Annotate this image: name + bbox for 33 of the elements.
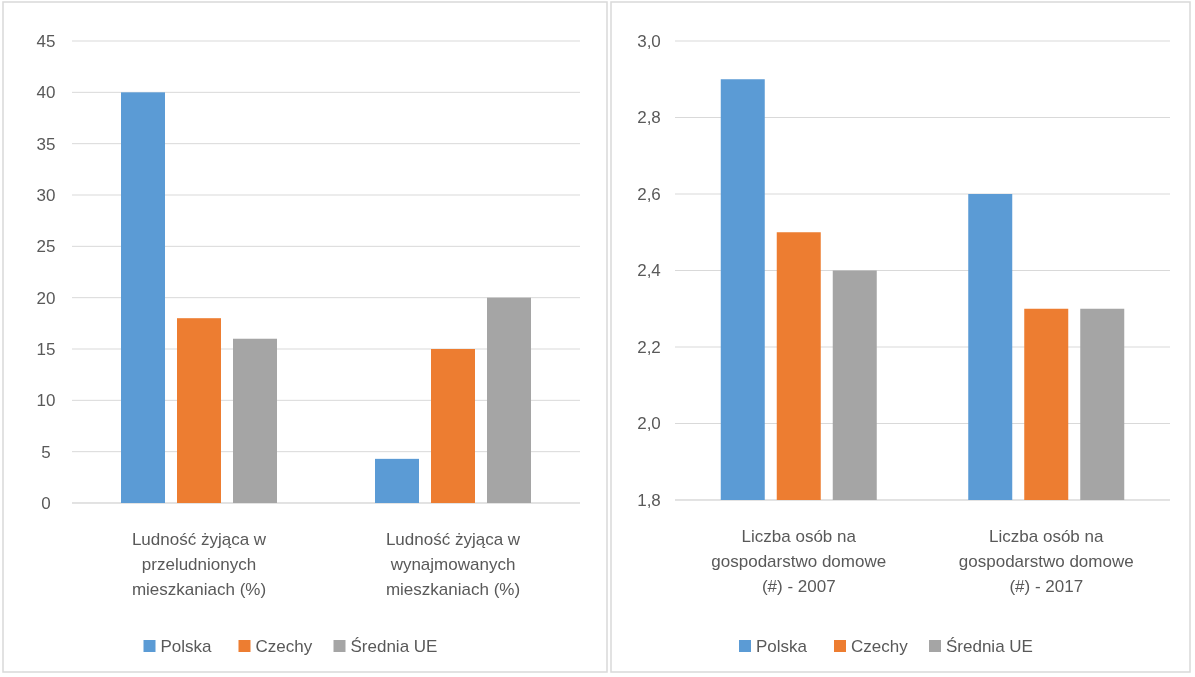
bar bbox=[375, 458, 419, 503]
legend-label: Średnia UE bbox=[946, 636, 1033, 656]
y-tick-label: 2,8 bbox=[637, 108, 661, 128]
y-tick-label: 35 bbox=[36, 134, 56, 154]
x-tick-label: Ludność żyjąca w wynajmowanych mieszkaniach (%) bbox=[385, 530, 521, 599]
x-tick-label: Ludność żyjąca w przeludnionych mieszkaniach (%) bbox=[131, 530, 267, 599]
bar bbox=[121, 92, 165, 503]
y-tick-label: 30 bbox=[36, 185, 56, 205]
y-tick-label: 2,4 bbox=[637, 261, 661, 281]
bar bbox=[431, 349, 475, 503]
bar bbox=[233, 338, 277, 503]
y-tick-label: 2,2 bbox=[637, 337, 661, 357]
y-tick-label: 20 bbox=[36, 288, 56, 308]
y-tick-label: 0 bbox=[41, 493, 51, 513]
x-tick-label: Liczba osób na gospodarstwo domowe (#) - 2017 bbox=[958, 527, 1134, 596]
x-tick-label: Liczba osób na gospodarstwo domowe (#) - 2007 bbox=[711, 527, 887, 596]
y-tick-label: 3,0 bbox=[637, 31, 661, 51]
y-tick-label: 25 bbox=[36, 237, 56, 257]
y-tick-label: 1,8 bbox=[637, 490, 661, 510]
y-tick-label: 10 bbox=[36, 391, 56, 411]
legend-label: Czechy bbox=[255, 636, 313, 656]
y-tick-label: 40 bbox=[36, 83, 56, 103]
legend-label: Polska bbox=[160, 636, 213, 656]
bar bbox=[487, 297, 531, 503]
y-tick-label: 2,6 bbox=[637, 184, 661, 204]
bar bbox=[177, 318, 221, 503]
y-tick-label: 5 bbox=[41, 442, 51, 462]
legend-label: Polska bbox=[756, 636, 808, 656]
legend-label: Czechy bbox=[851, 636, 909, 656]
y-tick-label: 15 bbox=[36, 339, 56, 359]
y-tick-label: 45 bbox=[36, 31, 56, 51]
y-tick-label: 2,0 bbox=[637, 414, 661, 434]
legend-label: Średnia UE bbox=[350, 636, 438, 656]
